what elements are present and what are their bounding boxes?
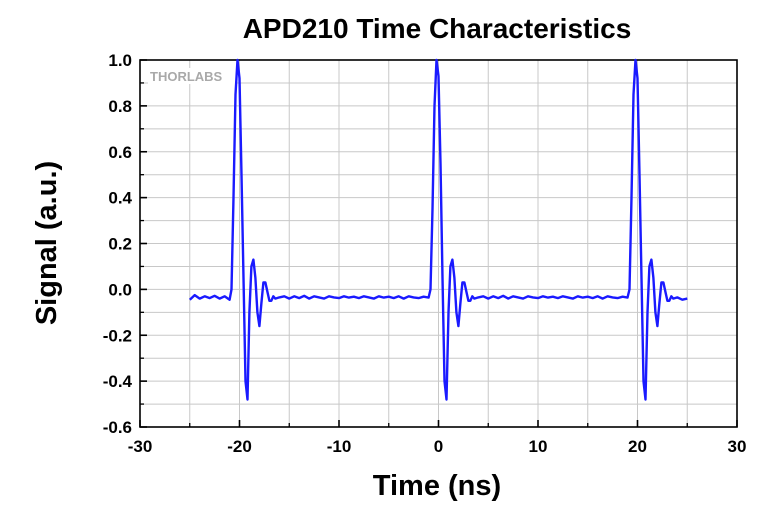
y-tick-label: 0.4	[108, 189, 132, 208]
x-tick-label: 20	[628, 437, 647, 456]
y-tick-label: 0.0	[108, 280, 132, 299]
x-tick-label: 0	[434, 437, 443, 456]
y-tick-label: -0.4	[103, 372, 133, 391]
y-tick-label: 0.6	[108, 143, 132, 162]
y-axis-title: Signal (a.u.)	[31, 161, 63, 325]
chart-title: APD210 Time Characteristics	[243, 13, 632, 44]
signal-line	[188, 58, 688, 401]
ticks: -30 -20 -10 0 10 20 30 1.0 0.8 0.6 0.4 0.2 0.0 -0.2 -0…	[103, 51, 747, 456]
x-axis-title: Time (ns)	[373, 470, 501, 502]
y-tick-label: 1.0	[108, 51, 132, 70]
series	[188, 58, 688, 401]
y-tick-label: -0.2	[103, 326, 132, 345]
thorlabs-logo: THORLABS	[148, 68, 236, 84]
x-tick-label: 10	[529, 437, 548, 456]
x-tick-label: -30	[128, 437, 153, 456]
logo-text: THORLABS	[150, 69, 223, 84]
y-tick-label: 0.2	[108, 235, 132, 254]
x-tick-label: -20	[227, 437, 252, 456]
y-tick-label: -0.6	[103, 418, 132, 437]
x-tick-label: 30	[728, 437, 747, 456]
y-tick-label: 0.8	[108, 97, 132, 116]
x-tick-label: -10	[327, 437, 352, 456]
